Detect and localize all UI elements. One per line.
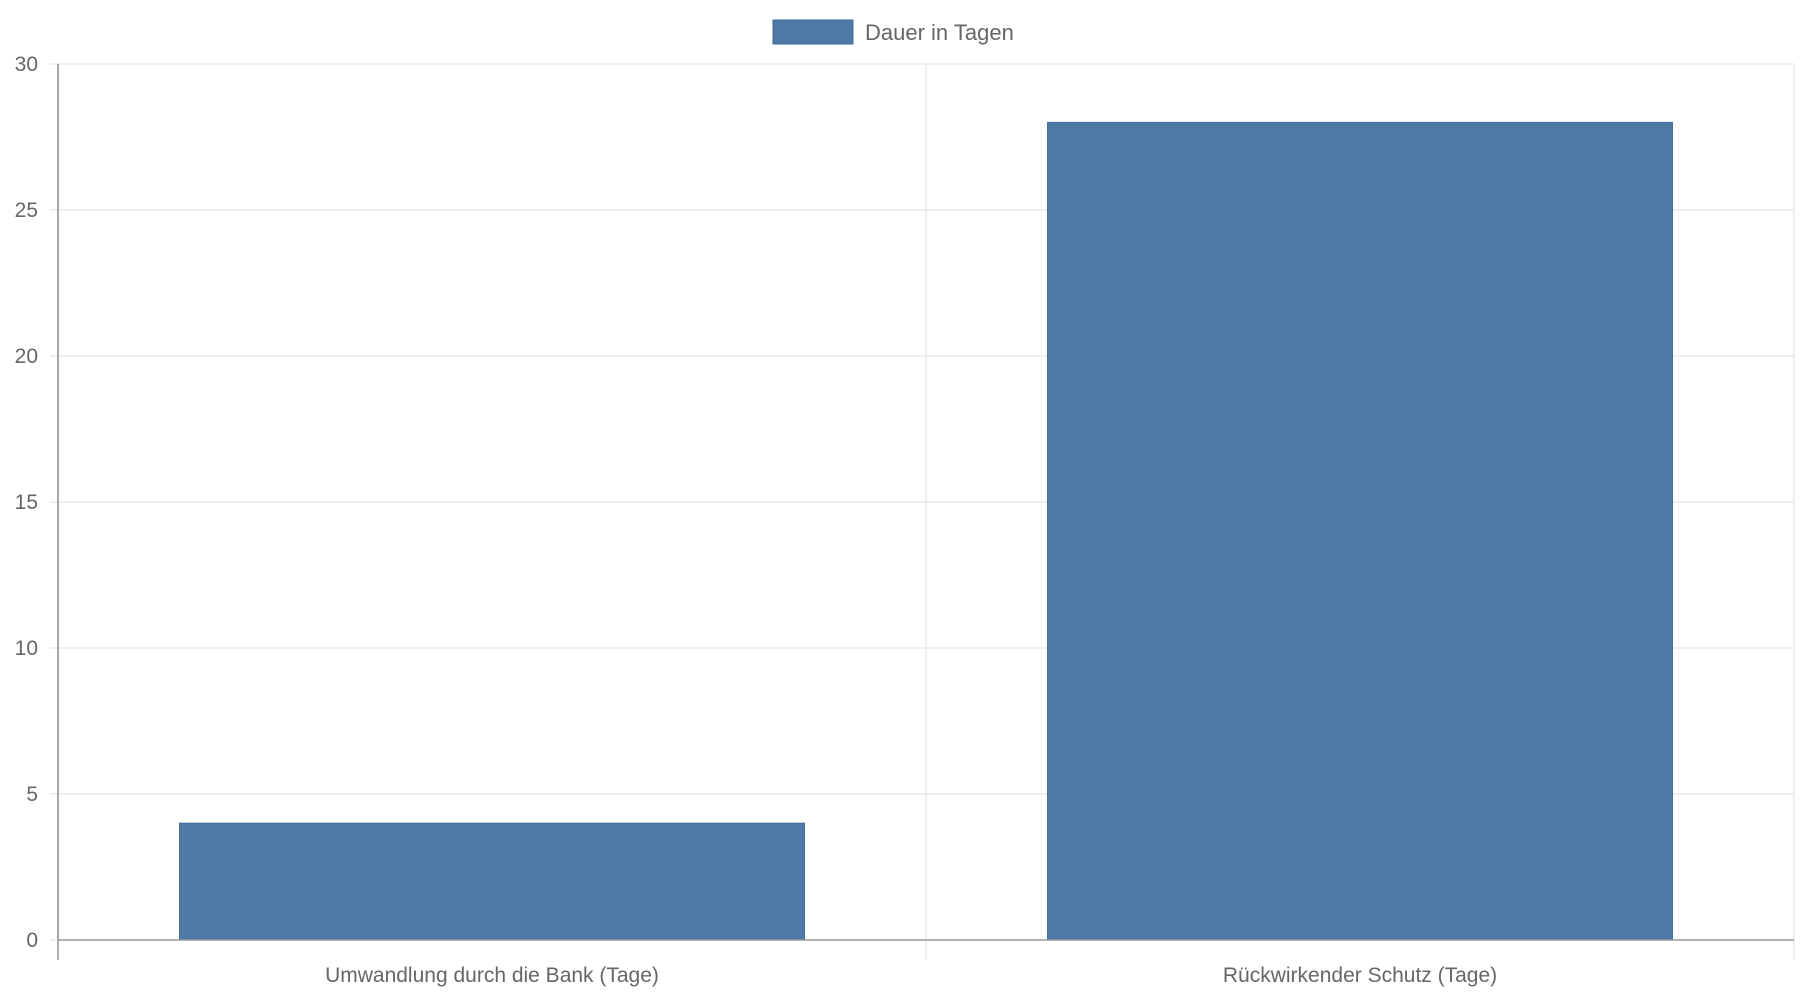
y-tick-label: 10 <box>15 637 38 660</box>
labels-layer: 0 5 10 15 20 25 30 Umwandlung durch die Bank (T… <box>15 53 1498 987</box>
legend-label[interactable]: Dauer in Tagen <box>865 20 1014 45</box>
bar <box>179 822 805 941</box>
bars-layer <box>179 121 1673 941</box>
y-tick-label: 20 <box>15 345 38 368</box>
y-tick-label: 5 <box>26 783 38 806</box>
y-tick-label: 0 <box>26 929 38 952</box>
y-tick-label: 30 <box>15 53 38 76</box>
x-tick-label: Umwandlung durch die Bank (Tage) <box>325 964 659 987</box>
y-tick-label: 25 <box>15 199 38 222</box>
legend[interactable]: Dauer in Tagen <box>772 19 1014 45</box>
bar <box>1047 121 1673 941</box>
axes-layer <box>50 63 1794 941</box>
y-tick-label: 15 <box>15 491 38 514</box>
x-tick-label: Rückwirkender Schutz (Tage) <box>1223 964 1497 987</box>
legend-swatch[interactable] <box>772 19 854 45</box>
